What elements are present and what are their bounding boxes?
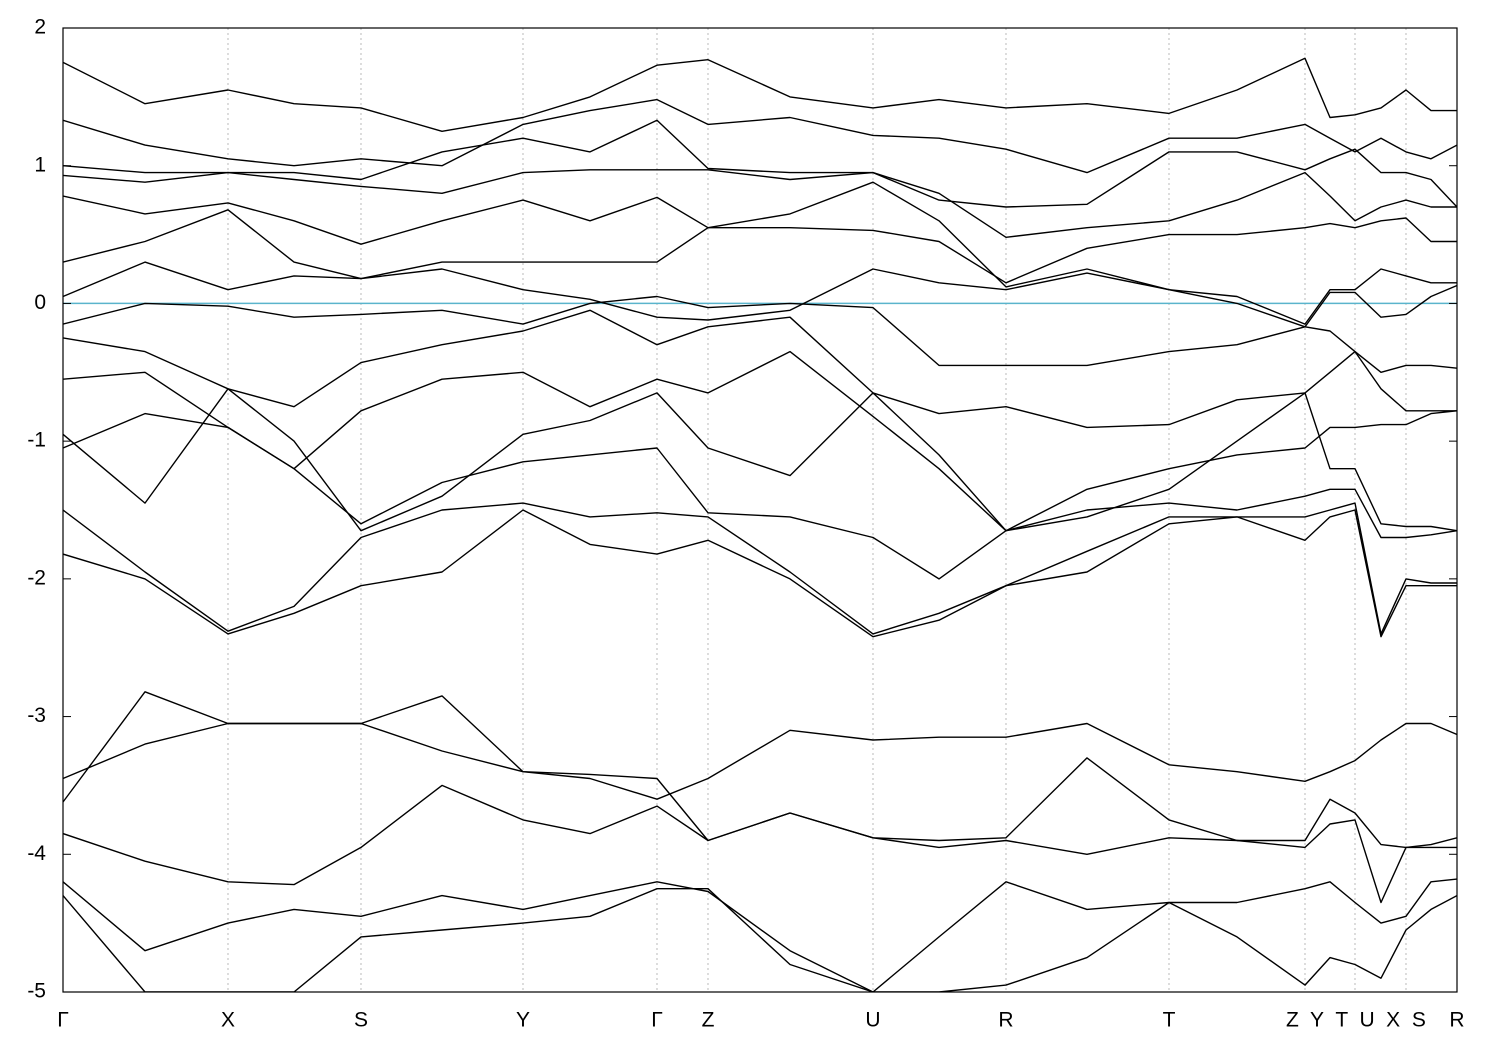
x-tick-label: X [221,1009,235,1032]
band-line [63,388,1457,532]
band-line [63,57,1457,132]
band-line [63,261,1457,328]
y-tick-label: -5 [27,980,46,1003]
band-line [63,195,1457,284]
y-tick-label: -3 [27,704,46,727]
y-tick-label: 2 [34,16,46,39]
band-line [63,295,1457,373]
y-tick-label: -4 [27,842,46,865]
band-line [63,169,1457,238]
band-line [63,119,1457,208]
band-line [63,695,1457,800]
band-line [63,502,1457,635]
y-tick-label: 0 [34,291,46,314]
band-line [63,878,1457,992]
x-tick-label: X S [1386,1009,1426,1032]
x-tick-label: T U [1335,1009,1374,1032]
band-line [63,784,1457,904]
x-tick-label: U [865,1009,880,1032]
x-tick-label: R [998,1009,1013,1032]
x-tick-label: S [354,1009,368,1032]
y-tick-label: -1 [27,429,46,452]
bands [63,57,1457,992]
band-line [63,309,1457,429]
x-tick-label: Γ [57,1009,69,1032]
x-tick-label: Γ [651,1009,663,1032]
axes: -5 -4 -3 -2 -1 0 1 2 Γ X S Y Γ Z U R T Z Y T U X S R [27,16,1464,1032]
band-line [63,412,1457,580]
band-line [63,98,1457,174]
x-tick-label: Z [702,1009,715,1032]
x-tick-label: R [1449,1009,1464,1032]
x-tick-label: T [1163,1009,1176,1032]
y-tick-label: -2 [27,566,46,589]
x-tick-label: Z Y [1286,1009,1324,1032]
band-line [63,181,1457,325]
y-tick-label: 1 [34,153,46,176]
x-tick-label: Y [516,1009,530,1032]
band-line [63,509,1457,638]
plot-frame [62,27,1458,993]
band-line [63,350,1457,532]
band-line [63,691,1457,849]
band-line [63,888,1457,992]
